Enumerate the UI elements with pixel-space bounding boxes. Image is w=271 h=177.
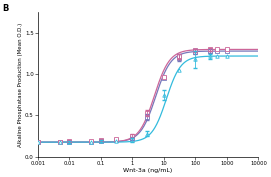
Y-axis label: Alkaline Phosphatase Production (Mean O.D.): Alkaline Phosphatase Production (Mean O.… xyxy=(18,22,23,147)
X-axis label: Wnt-3a (ng/mL): Wnt-3a (ng/mL) xyxy=(124,168,173,173)
Text: B: B xyxy=(2,4,9,13)
